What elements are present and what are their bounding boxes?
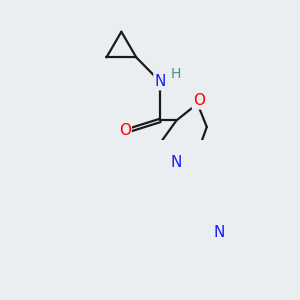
Text: H: H (171, 67, 181, 81)
Text: N: N (214, 225, 225, 240)
Text: O: O (193, 93, 205, 108)
Text: O: O (118, 123, 130, 138)
Text: N: N (170, 155, 182, 170)
Text: N: N (154, 74, 166, 89)
